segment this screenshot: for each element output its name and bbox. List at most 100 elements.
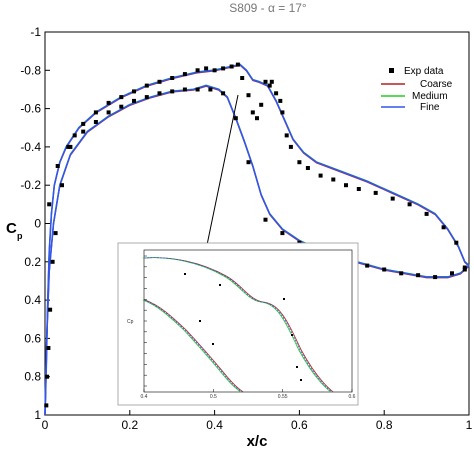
x-tick-label: 0.2 <box>121 418 138 432</box>
exp-data-point <box>235 62 240 67</box>
exp-data-point <box>373 190 378 195</box>
exp-data-point <box>55 164 60 168</box>
y-tick-label: -1 <box>30 25 41 39</box>
inset-y-label: Cp <box>127 319 134 325</box>
y-tick-label: 0.4 <box>24 293 41 307</box>
exp-data-point <box>93 120 98 124</box>
x-axis-label: x/c <box>247 433 268 450</box>
inset-x-tick-label: 0.5 <box>210 394 217 400</box>
x-tick-label: 0 <box>42 418 49 432</box>
exp-data-point <box>106 110 111 115</box>
exp-data-point <box>157 91 162 96</box>
x-axis: 0 0.2 0.4 0.6 0.8 1 <box>42 410 473 432</box>
exp-data-point <box>170 76 175 80</box>
chart-title: S809 - α = 17° <box>229 1 307 15</box>
x-tick-label: 0.6 <box>291 418 308 432</box>
inset-exp-points <box>184 273 302 381</box>
exp-data-point <box>416 273 421 278</box>
exp-data-point <box>233 116 238 121</box>
exp-data-point <box>93 110 98 115</box>
inset-line-fine-top <box>143 257 333 393</box>
zoom-arrow <box>203 94 239 257</box>
exp-data-point <box>212 68 217 73</box>
exp-data-point <box>280 231 285 236</box>
exp-data-point <box>47 202 52 207</box>
y-tick-label: 0.2 <box>24 255 41 269</box>
exp-data-point <box>454 240 459 245</box>
y-axis-label: C p <box>6 220 23 241</box>
exp-data-point <box>255 116 259 121</box>
y-tick-label: 1 <box>34 408 41 422</box>
x-tick-label: 1 <box>466 418 473 432</box>
exp-data-point <box>269 79 274 84</box>
legend: Exp data Coarse Medium Fine <box>381 66 453 113</box>
exp-data-point <box>274 91 279 96</box>
exp-data-point <box>240 76 245 80</box>
exp-data-point <box>284 133 289 138</box>
exp-data-point <box>132 89 136 94</box>
exp-data-point <box>250 110 255 115</box>
exp-data-point <box>144 95 149 100</box>
legend-label-exp: Exp data <box>404 66 444 77</box>
exp-data-point <box>278 98 283 103</box>
exp-data-point <box>318 173 323 178</box>
inset-x-tick-label: 0.6 <box>349 394 356 400</box>
legend-label-fine: Fine <box>420 102 440 113</box>
legend-marker-exp <box>389 68 394 73</box>
y-axis-label-sub: p <box>17 231 23 241</box>
inset-x-tick-label: 0.55 <box>278 394 288 400</box>
y-axis: -1 -0.8 -0.6 -0.4 -0.2 0 0.2 0.4 0.6 0.8 1 <box>20 25 50 422</box>
exp-data-point <box>157 79 162 84</box>
exp-data-point <box>119 104 124 109</box>
exp-data-point <box>66 144 71 149</box>
exp-data-point <box>221 66 226 71</box>
exp-data-point <box>81 121 86 126</box>
inset-line-medium-bottom <box>142 299 242 393</box>
exp-data-point <box>356 187 361 191</box>
exp-data-point <box>208 87 213 92</box>
inset-panel: 0.4 0.5 0.55 0.6 Cp <box>117 242 359 406</box>
y-tick-label: 0.6 <box>24 331 41 345</box>
exp-data-point <box>263 79 268 84</box>
exp-data-point <box>204 66 209 71</box>
exp-data-point <box>246 93 251 98</box>
exp-data-point <box>53 231 58 236</box>
exp-data-point <box>182 87 187 92</box>
exp-data-point <box>50 259 55 264</box>
exp-data-point <box>331 177 336 182</box>
exp-data-point <box>46 346 51 350</box>
exp-data-point <box>280 110 285 115</box>
y-tick-label: 0.8 <box>24 370 41 384</box>
exp-data-point <box>119 95 124 100</box>
inset-lines <box>142 257 334 393</box>
exp-data-point <box>399 271 404 276</box>
legend-label-medium: Medium <box>412 91 448 102</box>
inset-axis: 0.4 0.5 0.55 0.6 <box>141 255 356 400</box>
exp-data-point <box>424 211 429 216</box>
exp-data-point <box>81 129 86 134</box>
exp-data-point <box>263 217 268 222</box>
exp-data-point <box>390 196 395 201</box>
exp-data-point <box>433 275 438 280</box>
exp-data-point <box>407 202 412 207</box>
series-line-fine-suction <box>44 63 470 416</box>
exp-data-point <box>106 100 111 105</box>
exp-data-point <box>45 374 50 379</box>
y-tick-label: 0 <box>34 217 41 231</box>
exp-data-point <box>450 271 454 276</box>
exp-data-point <box>259 102 264 107</box>
exp-data-point <box>170 89 175 94</box>
exp-data-point <box>44 403 49 408</box>
inset-x-tick-label: 0.4 <box>141 394 148 400</box>
x-tick-label: 0.8 <box>376 418 393 432</box>
exp-data-point <box>462 267 467 272</box>
exp-data-point <box>221 91 226 96</box>
exp-data-point <box>267 83 272 88</box>
exp-data-point <box>229 64 234 69</box>
exp-data-point <box>246 160 251 165</box>
exp-data-point <box>288 144 293 149</box>
exp-data-point <box>132 98 136 103</box>
inset-line-fine-bottom <box>143 299 243 393</box>
inset-line-coarse-bottom <box>145 299 244 393</box>
